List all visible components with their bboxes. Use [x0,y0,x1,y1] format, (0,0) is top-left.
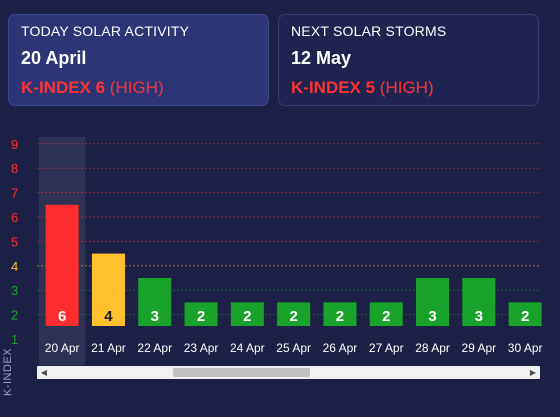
x-tick-label: 23 Apr [184,341,219,355]
x-tick-label: 26 Apr [323,341,358,355]
today-activity-label: TODAY SOLAR ACTIVITY [21,23,190,39]
y-tick-label: 1 [11,332,18,347]
bar-data-label: 4 [104,308,113,325]
y-tick-label: 8 [11,161,18,176]
y-tick-label: 4 [11,259,18,274]
next-k-index-level: (HIGH) [375,78,434,97]
bar-28-apr [416,278,450,326]
y-tick-label: 2 [11,308,18,323]
bar-27-apr [369,302,403,326]
today-k-index-value: K-INDEX 6 [21,78,106,97]
next-storm-date: 12 May [291,48,352,68]
x-tick-label: 22 Apr [137,341,172,355]
y-tick-label: 6 [11,210,18,225]
y-axis-title: K-INDEX [2,347,14,396]
next-storms-label: NEXT SOLAR STORMS [291,23,447,39]
bar-data-label: 2 [197,308,205,325]
x-tick-label: 24 Apr [230,341,265,355]
bar-29-apr [462,278,496,326]
bar-30-apr [508,302,542,326]
bar-data-label: 2 [289,308,297,325]
bar-data-label: 3 [475,308,483,325]
bar-data-label: 2 [336,308,344,325]
y-tick-label: 9 [11,137,18,152]
next-k-index: K-INDEX 5 (HIGH) [291,78,526,98]
x-tick-label: 21 Apr [91,341,126,355]
bar-23-apr [184,302,218,326]
bar-24-apr [230,302,264,326]
today-k-index-level: (HIGH) [105,78,164,97]
bar-25-apr [277,302,311,326]
x-tick-label: 29 Apr [461,341,496,355]
scrollbar-thumb[interactable] [173,368,310,377]
x-tick-label: 30 Apr [508,341,543,355]
bar-data-label: 2 [382,308,390,325]
bar-26-apr [323,302,357,326]
bar-20-apr [45,204,79,326]
bar-data-label: 3 [151,308,159,325]
x-tick-label: 27 Apr [369,341,404,355]
bar-data-label: 6 [58,308,66,325]
today-activity-card: TODAY SOLAR ACTIVITY 20 April K-INDEX 6 … [8,14,269,106]
bar-22-apr [138,278,172,326]
x-tick-label: 20 Apr [45,341,80,355]
next-storms-card: NEXT SOLAR STORMS 12 May K-INDEX 5 (HIGH… [278,14,539,106]
y-tick-label: 5 [11,234,18,249]
today-date: 20 April [21,48,87,68]
bar-data-label: 2 [243,308,251,325]
x-tick-label: 25 Apr [276,341,311,355]
k-index-bar-chart: 1 2 3 4 5 6 7 8 9 6 20 Apr 4 21 Apr 3 22 Apr 2 23 Apr 2 24… [11,137,543,365]
y-tick-label: 3 [11,283,18,298]
chart-horizontal-scrollbar[interactable]: ◀ ▶ [37,366,540,379]
bar-data-label: 3 [428,308,436,325]
scroll-left-arrow-icon[interactable]: ◀ [40,368,48,377]
today-k-index: K-INDEX 6 (HIGH) [21,78,256,98]
y-tick-label: 7 [11,186,18,201]
bar-21-apr [91,253,125,326]
scroll-right-arrow-icon[interactable]: ▶ [529,368,537,377]
x-tick-label: 28 Apr [415,341,450,355]
bar-data-label: 2 [521,308,529,325]
next-k-index-value: K-INDEX 5 [291,78,376,97]
